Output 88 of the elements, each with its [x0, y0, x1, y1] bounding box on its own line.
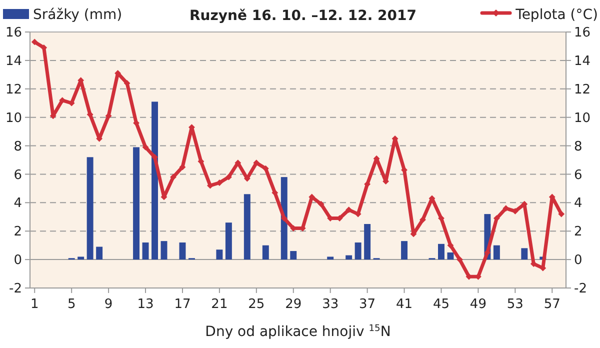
- y2-tick-label: 4: [574, 196, 582, 212]
- y2-tick-label: -2: [574, 282, 587, 297]
- point: [207, 182, 214, 189]
- point: [438, 215, 444, 222]
- bar: [521, 248, 528, 260]
- x-tick-label: 5: [67, 297, 76, 312]
- y-tick-label: 16: [5, 26, 22, 41]
- x-tick-label: 9: [104, 297, 113, 312]
- point: [484, 249, 491, 256]
- point: [420, 216, 426, 223]
- point: [105, 112, 112, 120]
- x-tick-label: 33: [322, 297, 339, 312]
- y-tick-label: -2: [9, 282, 22, 297]
- point: [86, 111, 94, 118]
- bar: [364, 224, 371, 260]
- y-tick-label: 0: [14, 253, 22, 268]
- bar: [216, 250, 223, 260]
- bar: [262, 245, 269, 260]
- x-tick-label: 53: [506, 297, 524, 312]
- y2-tick-label: 12: [574, 82, 591, 98]
- point: [364, 180, 371, 188]
- y-tick-label: 10: [5, 110, 22, 126]
- x-tick-label: 21: [211, 297, 228, 312]
- y2-tick-label: 2: [574, 224, 582, 240]
- bar: [179, 242, 186, 260]
- point: [253, 160, 260, 166]
- x-tick-label: 41: [396, 297, 413, 312]
- y2-tick-label: 8: [574, 139, 582, 154]
- x-tick-label: 1: [30, 297, 39, 312]
- y2-tick-label: 10: [574, 110, 591, 126]
- x-tick-label: 49: [470, 297, 486, 312]
- point: [272, 190, 278, 196]
- point: [318, 200, 324, 208]
- point: [558, 210, 565, 218]
- point: [512, 208, 518, 214]
- x-tick-label: 25: [248, 297, 265, 312]
- bar: [493, 245, 500, 260]
- point: [502, 205, 510, 212]
- x-tick-label: 29: [285, 297, 302, 312]
- y-tick-label: 6: [14, 168, 22, 183]
- legend-label: Srážky (mm): [33, 7, 122, 23]
- bar: [244, 194, 250, 260]
- bar: [142, 242, 149, 260]
- bar: [290, 251, 297, 260]
- point: [280, 215, 288, 222]
- bar: [160, 241, 168, 260]
- x-tick-label: 37: [359, 297, 376, 312]
- y-tick-label: 14: [5, 54, 22, 69]
- bar: [133, 147, 140, 260]
- bar: [78, 256, 84, 260]
- point: [59, 97, 66, 104]
- y-tick-label: 2: [14, 224, 22, 240]
- y-tick-label: 12: [5, 82, 22, 98]
- point: [216, 180, 223, 186]
- bar: [327, 256, 334, 260]
- bar: [86, 157, 94, 260]
- point: [225, 174, 232, 180]
- point: [142, 144, 149, 150]
- point: [456, 256, 463, 263]
- point: [447, 242, 454, 249]
- y-tick-label: 8: [14, 139, 22, 154]
- x-tick-label: 17: [174, 297, 191, 312]
- point: [31, 38, 38, 46]
- legend-label: Teplota (°C): [514, 7, 598, 23]
- point: [262, 165, 269, 172]
- y2-tick-label: 0: [574, 253, 582, 268]
- y2-tick-label: 16: [574, 26, 591, 41]
- point: [346, 206, 352, 213]
- bar: [96, 246, 103, 260]
- bar: [225, 222, 232, 260]
- chart-title: Ruzyně 16. 10. –12. 12. 2017: [189, 8, 417, 24]
- x-tick-label: 57: [544, 297, 560, 312]
- y-tick-label: 4: [14, 196, 22, 212]
- bar: [354, 242, 362, 260]
- bar: [152, 102, 158, 260]
- x-tick-label: 13: [137, 297, 154, 312]
- point: [170, 174, 176, 180]
- bar: [438, 244, 444, 260]
- y2-tick-label: 14: [574, 54, 591, 69]
- point: [124, 80, 130, 86]
- bar: [401, 241, 408, 260]
- bar: [447, 252, 454, 260]
- x-axis-title: Dny od aplikace hnojiv $^{15}$N: [205, 324, 391, 340]
- x-tick-label: 45: [432, 297, 450, 312]
- point: [68, 100, 75, 106]
- bar: [346, 255, 352, 260]
- point: [198, 158, 204, 165]
- y2-tick-label: 6: [574, 168, 582, 183]
